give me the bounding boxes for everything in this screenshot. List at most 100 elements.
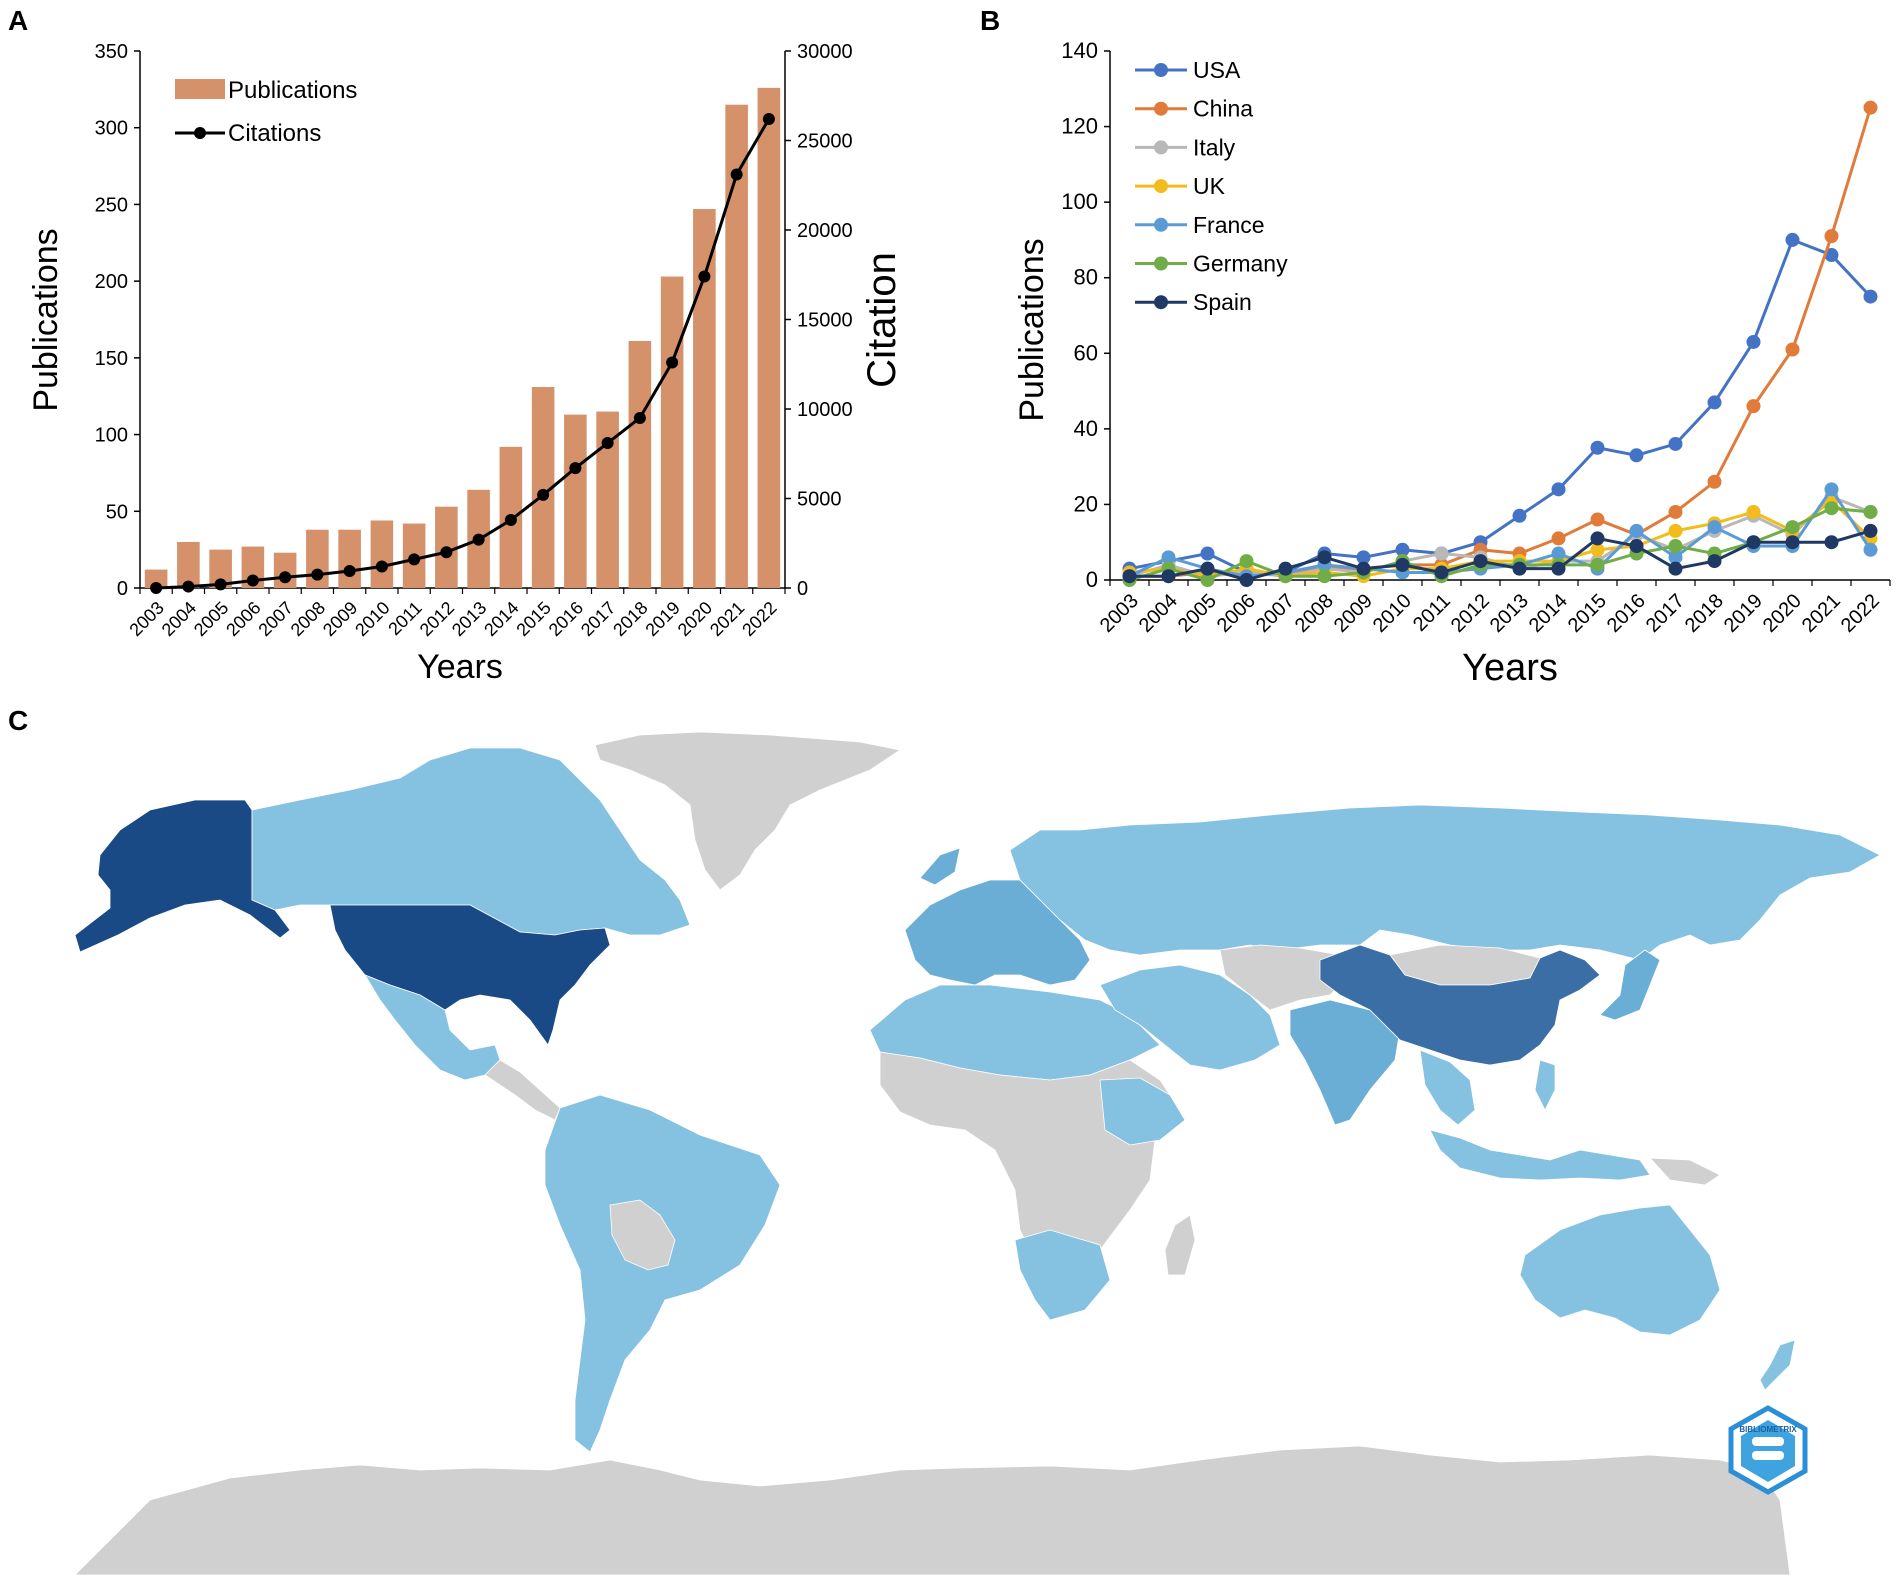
citation-point (440, 546, 453, 559)
legend-publications-label: Publications (228, 77, 357, 104)
panel-b-ytick-label: 40 (1074, 416, 1098, 441)
panel-a-xtick-label: 2016 (545, 598, 587, 640)
series-point (1668, 550, 1683, 565)
legend-marker (1154, 295, 1168, 310)
series-point (1434, 546, 1449, 561)
series-point (1824, 248, 1839, 263)
panel-b-xtick-label: 2011 (1409, 590, 1455, 636)
series-point (1200, 573, 1215, 587)
panel-a-ytick-label: 0 (117, 578, 128, 600)
map-region-india (1289, 999, 1401, 1126)
legend-label: USA (1193, 57, 1241, 83)
panel-a-ytick-right-label: 0 (797, 578, 808, 600)
panel-b-xtick-label: 2015 (1564, 590, 1611, 637)
series-point (1473, 554, 1488, 569)
panel-c: C (8, 705, 1881, 1576)
panel-a-xtick-label: 2008 (287, 598, 329, 640)
series-point (1161, 569, 1176, 584)
legend-citations-marker (194, 127, 206, 139)
panel-a-xtick-label: 2005 (190, 598, 232, 640)
series-point (1863, 289, 1878, 304)
series-point (1746, 535, 1761, 550)
citation-point (246, 574, 259, 587)
panel-a-ytick-right-label: 20000 (797, 220, 853, 242)
series-point (1863, 523, 1878, 538)
panel-a-xtick-label: 2018 (609, 598, 651, 640)
panel-b-axes (1104, 50, 1891, 586)
panel-a-xtick-label: 2019 (641, 598, 683, 640)
series-point (1200, 546, 1215, 561)
series-usa (1122, 232, 1878, 580)
panel-a-xtick-label: 2010 (351, 598, 393, 640)
map-region-madagascar (1164, 1214, 1196, 1276)
panel-b-ytick-label: 60 (1074, 340, 1098, 365)
series-point (1707, 554, 1722, 569)
panel-b-series-lines (1122, 100, 1878, 587)
panel-b-xtick-label: 2020 (1759, 590, 1806, 637)
panel-b-xtick-label: 2022 (1837, 590, 1884, 637)
legend-label: China (1193, 96, 1253, 122)
panel-b-xtick-label: 2008 (1291, 590, 1338, 637)
panel-a-xtick-label: 2007 (254, 598, 296, 640)
panel-a-ytick-label: 50 (106, 501, 128, 523)
series-point (1668, 538, 1683, 553)
series-point (1629, 523, 1644, 538)
series-point (1356, 561, 1371, 576)
panel-a-ytick-right-label: 15000 (797, 310, 853, 332)
map-region-south-america (544, 1094, 781, 1453)
map-region-south-africa (1014, 1229, 1111, 1321)
series-point (1824, 535, 1839, 550)
legend-label: UK (1193, 173, 1226, 199)
series-point (1785, 342, 1800, 357)
series-spain (1122, 523, 1878, 587)
citation-point (569, 462, 582, 475)
panel-a-xtick-label: 2011 (384, 598, 426, 640)
publication-bar (144, 569, 168, 588)
bibliometrix-watermark-text: BIBLIOMETRIX (1739, 1425, 1797, 1434)
map-region-europe (904, 847, 1091, 986)
series-point (1590, 531, 1605, 546)
series-point (1434, 565, 1449, 580)
panel-b-xtick-label: 2021 (1798, 590, 1845, 637)
panel-b-ytick-label: 140 (1061, 38, 1098, 63)
panel-a-xtick-label: 2004 (158, 598, 200, 640)
citation-point (150, 582, 163, 594)
panel-a-citation-line (150, 113, 775, 594)
panel-a-xtick-label: 2017 (577, 598, 619, 640)
publication-bar (693, 209, 716, 588)
panel-b-letter: B (980, 5, 1000, 36)
series-point (1824, 229, 1839, 244)
legend-marker (1154, 217, 1168, 232)
series-point (1512, 561, 1527, 576)
series-point (1590, 440, 1605, 455)
map-region-middle-east (1099, 964, 1281, 1071)
map-region-alaska (74, 799, 291, 953)
series-point (1863, 542, 1878, 557)
citation-point (472, 533, 485, 546)
publication-bar (370, 520, 394, 588)
citation-point (279, 571, 292, 584)
publication-bar (338, 529, 361, 588)
series-point (1863, 504, 1878, 519)
panel-b-ylabel: Publications (1013, 238, 1051, 421)
panel-b-xtick-label: 2014 (1525, 590, 1572, 637)
publication-bar (628, 340, 652, 588)
publication-bar (531, 387, 555, 588)
series-point (1668, 561, 1683, 576)
series-point (1863, 100, 1878, 115)
panel-a-ytick-label: 200 (95, 271, 128, 293)
legend-marker (1154, 140, 1168, 155)
panel-b-xtick-label: 2013 (1486, 590, 1533, 637)
legend-marker (1154, 63, 1168, 77)
citation-point (633, 411, 646, 424)
panel-a-xtick-label: 2021 (706, 598, 748, 640)
panel-b-xtick-label: 2017 (1642, 590, 1689, 637)
panel-a-xtick-label: 2003 (125, 598, 167, 640)
legend-marker (1154, 101, 1168, 116)
series-point (1668, 523, 1683, 538)
panel-b-xtick-label: 2016 (1603, 590, 1650, 637)
panel-a-xtick-label: 2013 (448, 598, 490, 640)
citation-point (343, 564, 356, 577)
panel-b-xtick-label: 2007 (1252, 590, 1299, 637)
